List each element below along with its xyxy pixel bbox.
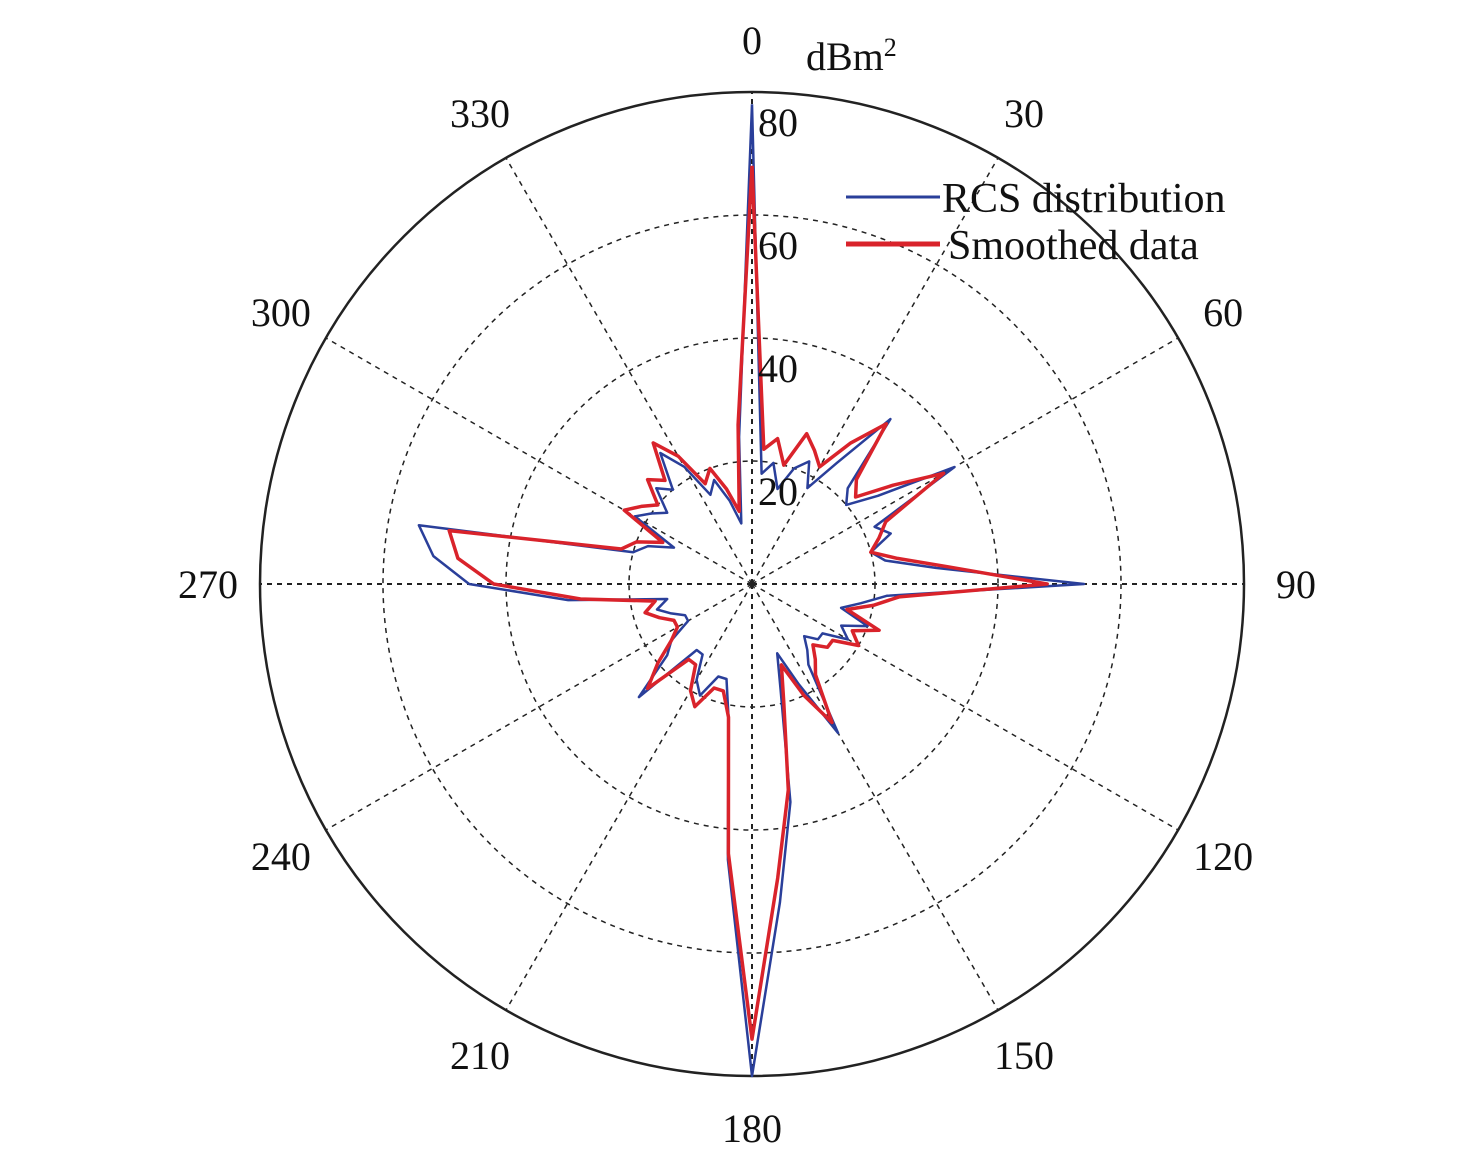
spoke-210 (505, 583, 753, 1011)
radial-tick-40: 40 (758, 346, 798, 391)
tick-labels: 0 30 60 90 120 150 180 210 240 270 300 330 20 40 60 80 (178, 18, 1316, 1151)
angle-tick-240: 240 (251, 834, 311, 879)
angle-tick-0: 0 (742, 18, 762, 63)
series-layer (417, 104, 1086, 1078)
radial-ring-60 (382, 214, 1122, 954)
angle-tick-330: 330 (450, 91, 510, 136)
spoke-300 (325, 337, 753, 585)
legend: RCS distribution Smoothed data (846, 176, 1226, 269)
spoke-240 (325, 583, 753, 831)
spoke-30 (751, 157, 999, 585)
angle-tick-60: 60 (1203, 290, 1243, 335)
angle-tick-300: 300 (251, 290, 311, 335)
radial-tick-20: 20 (758, 469, 798, 514)
spoke-60 (751, 337, 1179, 585)
radial-tick-60: 60 (758, 223, 798, 268)
legend-label-rcs: RCS distribution (942, 176, 1226, 222)
series-smoothed-data (447, 165, 1049, 1041)
radial-tick-80: 80 (758, 100, 798, 145)
legend-label-smoothed: Smoothed data (948, 223, 1199, 269)
angle-tick-270: 270 (178, 562, 238, 607)
spoke-150 (751, 583, 999, 1011)
angle-tick-210: 210 (450, 1033, 510, 1078)
radial-ring-40 (505, 337, 999, 831)
angle-tick-180: 180 (722, 1106, 782, 1151)
angle-tick-150: 150 (994, 1033, 1054, 1078)
unit-label: dBm2 (806, 33, 897, 79)
angle-tick-90: 90 (1276, 562, 1316, 607)
angle-tick-30: 30 (1004, 91, 1044, 136)
series-rcs-distribution (417, 104, 1086, 1078)
spoke-330 (505, 157, 753, 585)
angle-tick-120: 120 (1193, 834, 1253, 879)
spoke-120 (751, 583, 1179, 831)
